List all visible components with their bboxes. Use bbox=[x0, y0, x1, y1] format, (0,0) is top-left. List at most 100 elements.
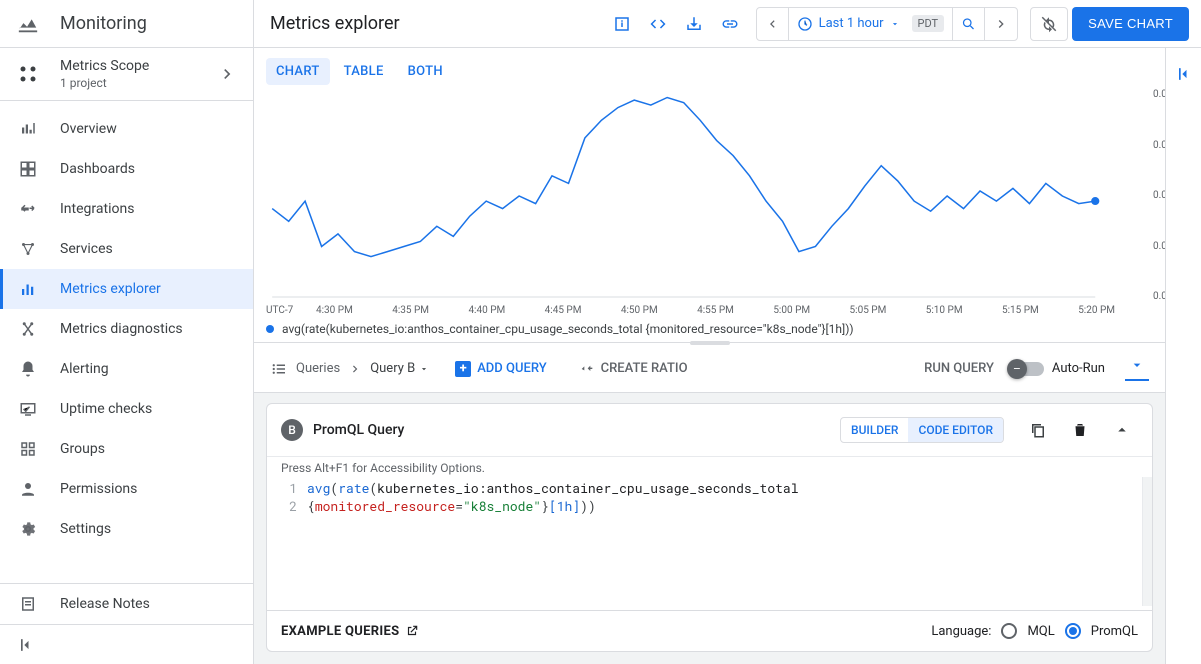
metrics-icon bbox=[16, 277, 40, 301]
autorun-label: Auto-Run bbox=[1052, 361, 1105, 376]
sidebar-item-services[interactable]: Services bbox=[0, 229, 253, 269]
time-next-button[interactable] bbox=[985, 8, 1017, 40]
nav-label: Metrics explorer bbox=[60, 281, 161, 297]
a11y-hint: Press Alt+F1 for Accessibility Options. bbox=[267, 456, 1152, 477]
plus-icon: + bbox=[455, 361, 471, 377]
delete-button[interactable] bbox=[1064, 414, 1096, 446]
sidebar-item-groups[interactable]: Groups bbox=[0, 429, 253, 469]
autorefresh-off-icon[interactable] bbox=[1031, 6, 1067, 42]
lang-mql-radio[interactable] bbox=[1001, 623, 1017, 639]
release-icon bbox=[16, 592, 40, 616]
tab-chart[interactable]: CHART bbox=[266, 58, 330, 85]
nav-list: Overview Dashboards Integrations Services Me… bbox=[0, 101, 253, 583]
external-link-icon bbox=[405, 624, 419, 638]
sidebar-item-permissions[interactable]: Permissions bbox=[0, 469, 253, 509]
sidebar-item-alerting[interactable]: Alerting bbox=[0, 349, 253, 389]
app-title: Monitoring bbox=[60, 13, 147, 34]
time-range-button[interactable]: Last 1 hour PDT bbox=[789, 8, 954, 40]
nav-label: Permissions bbox=[60, 481, 137, 497]
legend-dot-icon bbox=[266, 325, 274, 333]
overview-icon bbox=[16, 117, 40, 141]
time-zoom-button[interactable] bbox=[953, 8, 985, 40]
builder-mode-button[interactable]: BUILDER bbox=[841, 418, 908, 442]
download-icon[interactable] bbox=[676, 6, 712, 42]
minus-icon: – bbox=[1007, 359, 1027, 379]
query-badge: B bbox=[281, 419, 303, 441]
nav-label: Settings bbox=[60, 521, 111, 537]
legend-text: avg(rate(kubernetes_io:anthos_container_… bbox=[282, 322, 854, 336]
query-card-title: PromQL Query bbox=[313, 422, 830, 438]
chevron-right-icon bbox=[217, 64, 237, 84]
copy-button[interactable] bbox=[1022, 414, 1054, 446]
example-queries-link[interactable]: EXAMPLE QUERIES bbox=[281, 624, 419, 639]
nav-label: Overview bbox=[60, 121, 117, 137]
nav-bottom: Release Notes bbox=[0, 583, 253, 624]
chevron-right-icon bbox=[348, 362, 362, 376]
tab-both[interactable]: BOTH bbox=[398, 58, 453, 85]
x-axis: UTC-7 4:30 PM4:35 PM4:40 PM4:45 PM4:50 P… bbox=[254, 303, 1165, 316]
create-ratio-button[interactable]: CREATE RATIO bbox=[579, 361, 688, 377]
sidebar-item-overview[interactable]: Overview bbox=[0, 109, 253, 149]
services-icon bbox=[16, 237, 40, 261]
lang-mql-label: MQL bbox=[1027, 624, 1054, 639]
dropdown-icon bbox=[890, 19, 900, 29]
add-query-button[interactable]: + ADD QUERY bbox=[455, 361, 546, 377]
sidebar-item-uptime[interactable]: Uptime checks bbox=[0, 389, 253, 429]
main: Metrics explorer Last 1 hour PDT bbox=[254, 0, 1201, 664]
expand-query-button[interactable] bbox=[1125, 357, 1149, 381]
page-title: Metrics explorer bbox=[266, 13, 604, 34]
sidebar-item-integrations[interactable]: Integrations bbox=[0, 189, 253, 229]
code-editor-mode-button[interactable]: CODE EDITOR bbox=[908, 418, 1003, 442]
code-icon[interactable] bbox=[640, 6, 676, 42]
timezone-badge: PDT bbox=[912, 15, 945, 32]
collapse-sidebar-button[interactable] bbox=[0, 624, 253, 664]
view-tabs: CHARTTABLEBOTH bbox=[254, 48, 1165, 85]
sidebar-item-settings[interactable]: Settings bbox=[0, 509, 253, 549]
lang-promql-label: PromQL bbox=[1091, 624, 1138, 639]
time-range-label: Last 1 hour bbox=[819, 16, 884, 31]
clock-icon bbox=[797, 16, 813, 32]
run-query-button[interactable]: RUN QUERY bbox=[924, 361, 994, 376]
legend: avg(rate(kubernetes_io:anthos_container_… bbox=[254, 316, 1165, 343]
line-gutter: 12 bbox=[267, 477, 307, 606]
sidebar-item-release-notes[interactable]: Release Notes bbox=[0, 584, 253, 624]
lang-promql-radio[interactable] bbox=[1065, 623, 1081, 639]
code-editor[interactable]: 12 avg(rate(kubernetes_io:anthos_contain… bbox=[267, 477, 1152, 610]
sidebar-item-dashboards[interactable]: Dashboards bbox=[0, 149, 253, 189]
diag-icon bbox=[16, 317, 40, 341]
autorun-toggle[interactable]: – Auto-Run bbox=[1010, 361, 1105, 376]
queries-label: Queries bbox=[296, 361, 340, 376]
nav-label: Dashboards bbox=[60, 161, 135, 177]
minimap bbox=[1142, 477, 1152, 606]
nav-label: Services bbox=[60, 241, 113, 257]
header: Metrics explorer Last 1 hour PDT bbox=[254, 0, 1201, 48]
expand-right-panel-button[interactable] bbox=[1174, 64, 1194, 664]
time-range-group: Last 1 hour PDT bbox=[756, 7, 1019, 41]
x-axis-tz: UTC-7 bbox=[266, 305, 316, 316]
nav-label: Groups bbox=[60, 441, 105, 457]
nav-label: Metrics diagnostics bbox=[60, 321, 183, 337]
tab-table[interactable]: TABLE bbox=[334, 58, 394, 85]
dropdown-icon bbox=[419, 364, 429, 374]
sidebar-header: Monitoring bbox=[0, 0, 253, 48]
permissions-icon bbox=[16, 477, 40, 501]
link-icon[interactable] bbox=[712, 6, 748, 42]
resize-handle[interactable] bbox=[690, 341, 730, 345]
list-icon bbox=[270, 360, 288, 378]
sidebar-item-metrics-explorer[interactable]: Metrics explorer bbox=[0, 269, 253, 309]
uptime-icon bbox=[16, 397, 40, 421]
query-card: B PromQL Query BUILDER CODE EDITOR Press… bbox=[266, 403, 1153, 652]
sidebar-item-metrics-diag[interactable]: Metrics diagnostics bbox=[0, 309, 253, 349]
right-rail bbox=[1165, 48, 1201, 664]
nav-label: Integrations bbox=[60, 201, 134, 217]
alert-icon bbox=[16, 357, 40, 381]
monitoring-logo-icon bbox=[16, 12, 40, 36]
metrics-scope-selector[interactable]: Metrics Scope 1 project bbox=[0, 48, 253, 101]
current-query-selector[interactable]: Query B bbox=[370, 361, 429, 376]
line-chart[interactable] bbox=[266, 89, 1153, 303]
save-view-icon[interactable] bbox=[604, 6, 640, 42]
collapse-query-button[interactable] bbox=[1106, 414, 1138, 446]
save-chart-button[interactable]: SAVE CHART bbox=[1072, 7, 1189, 41]
time-prev-button[interactable] bbox=[757, 8, 789, 40]
nav-label: Uptime checks bbox=[60, 401, 152, 417]
